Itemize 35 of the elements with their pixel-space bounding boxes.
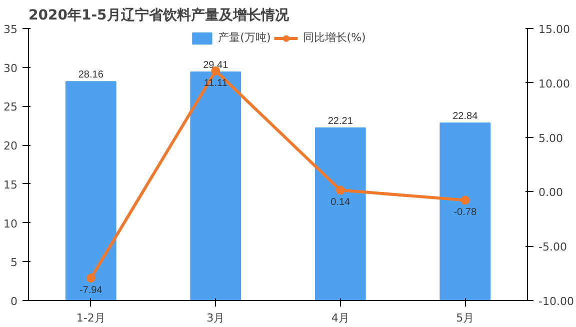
y-tick-label: 30 bbox=[4, 62, 18, 75]
bar bbox=[314, 127, 366, 300]
data-label: 0.14 bbox=[330, 197, 351, 208]
y-tick-label: 15 bbox=[4, 178, 18, 192]
y2-tick-label: 10.00 bbox=[538, 77, 570, 90]
y2-tick-label: 15.00 bbox=[538, 23, 570, 36]
data-label: 29.41 bbox=[203, 60, 229, 71]
data-label: -0.78 bbox=[454, 207, 477, 218]
data-label: 28.16 bbox=[78, 70, 104, 81]
x-tick-label: 4月 bbox=[331, 312, 350, 324]
y-tick-label: 10 bbox=[4, 217, 18, 230]
bar bbox=[190, 71, 242, 300]
point bbox=[460, 196, 470, 205]
point bbox=[336, 186, 345, 195]
y-tick-label: 20 bbox=[4, 140, 18, 153]
bar bbox=[440, 122, 491, 300]
y2-tick-label: -10.00 bbox=[538, 295, 574, 308]
legend-label: 同比增长(%) bbox=[302, 30, 366, 45]
y2-tick-label: -5.00 bbox=[538, 240, 567, 254]
point bbox=[86, 274, 96, 283]
x-tick-label: 5月 bbox=[456, 312, 474, 324]
y2-tick-label: 0.00 bbox=[538, 186, 563, 200]
y2-tick-label: 5.00 bbox=[538, 132, 563, 145]
y-tick-label: 25 bbox=[4, 100, 18, 114]
y-tick-label: 35 bbox=[4, 23, 18, 36]
data-label: 22.21 bbox=[328, 116, 354, 127]
y-tick-label: 0 bbox=[10, 295, 18, 308]
data-label: -7.94 bbox=[79, 285, 103, 296]
y-tick-label: 5 bbox=[10, 256, 18, 270]
bar bbox=[65, 81, 116, 300]
chart-title: 2020年1-5月辽宁省饮料产量及增长情况 bbox=[28, 6, 290, 24]
data-label: 22.84 bbox=[452, 111, 478, 122]
legend-label: 产量(万吨) bbox=[218, 30, 271, 45]
x-tick-label: 3月 bbox=[206, 312, 225, 324]
x-tick-label: 1-2月 bbox=[76, 312, 106, 324]
